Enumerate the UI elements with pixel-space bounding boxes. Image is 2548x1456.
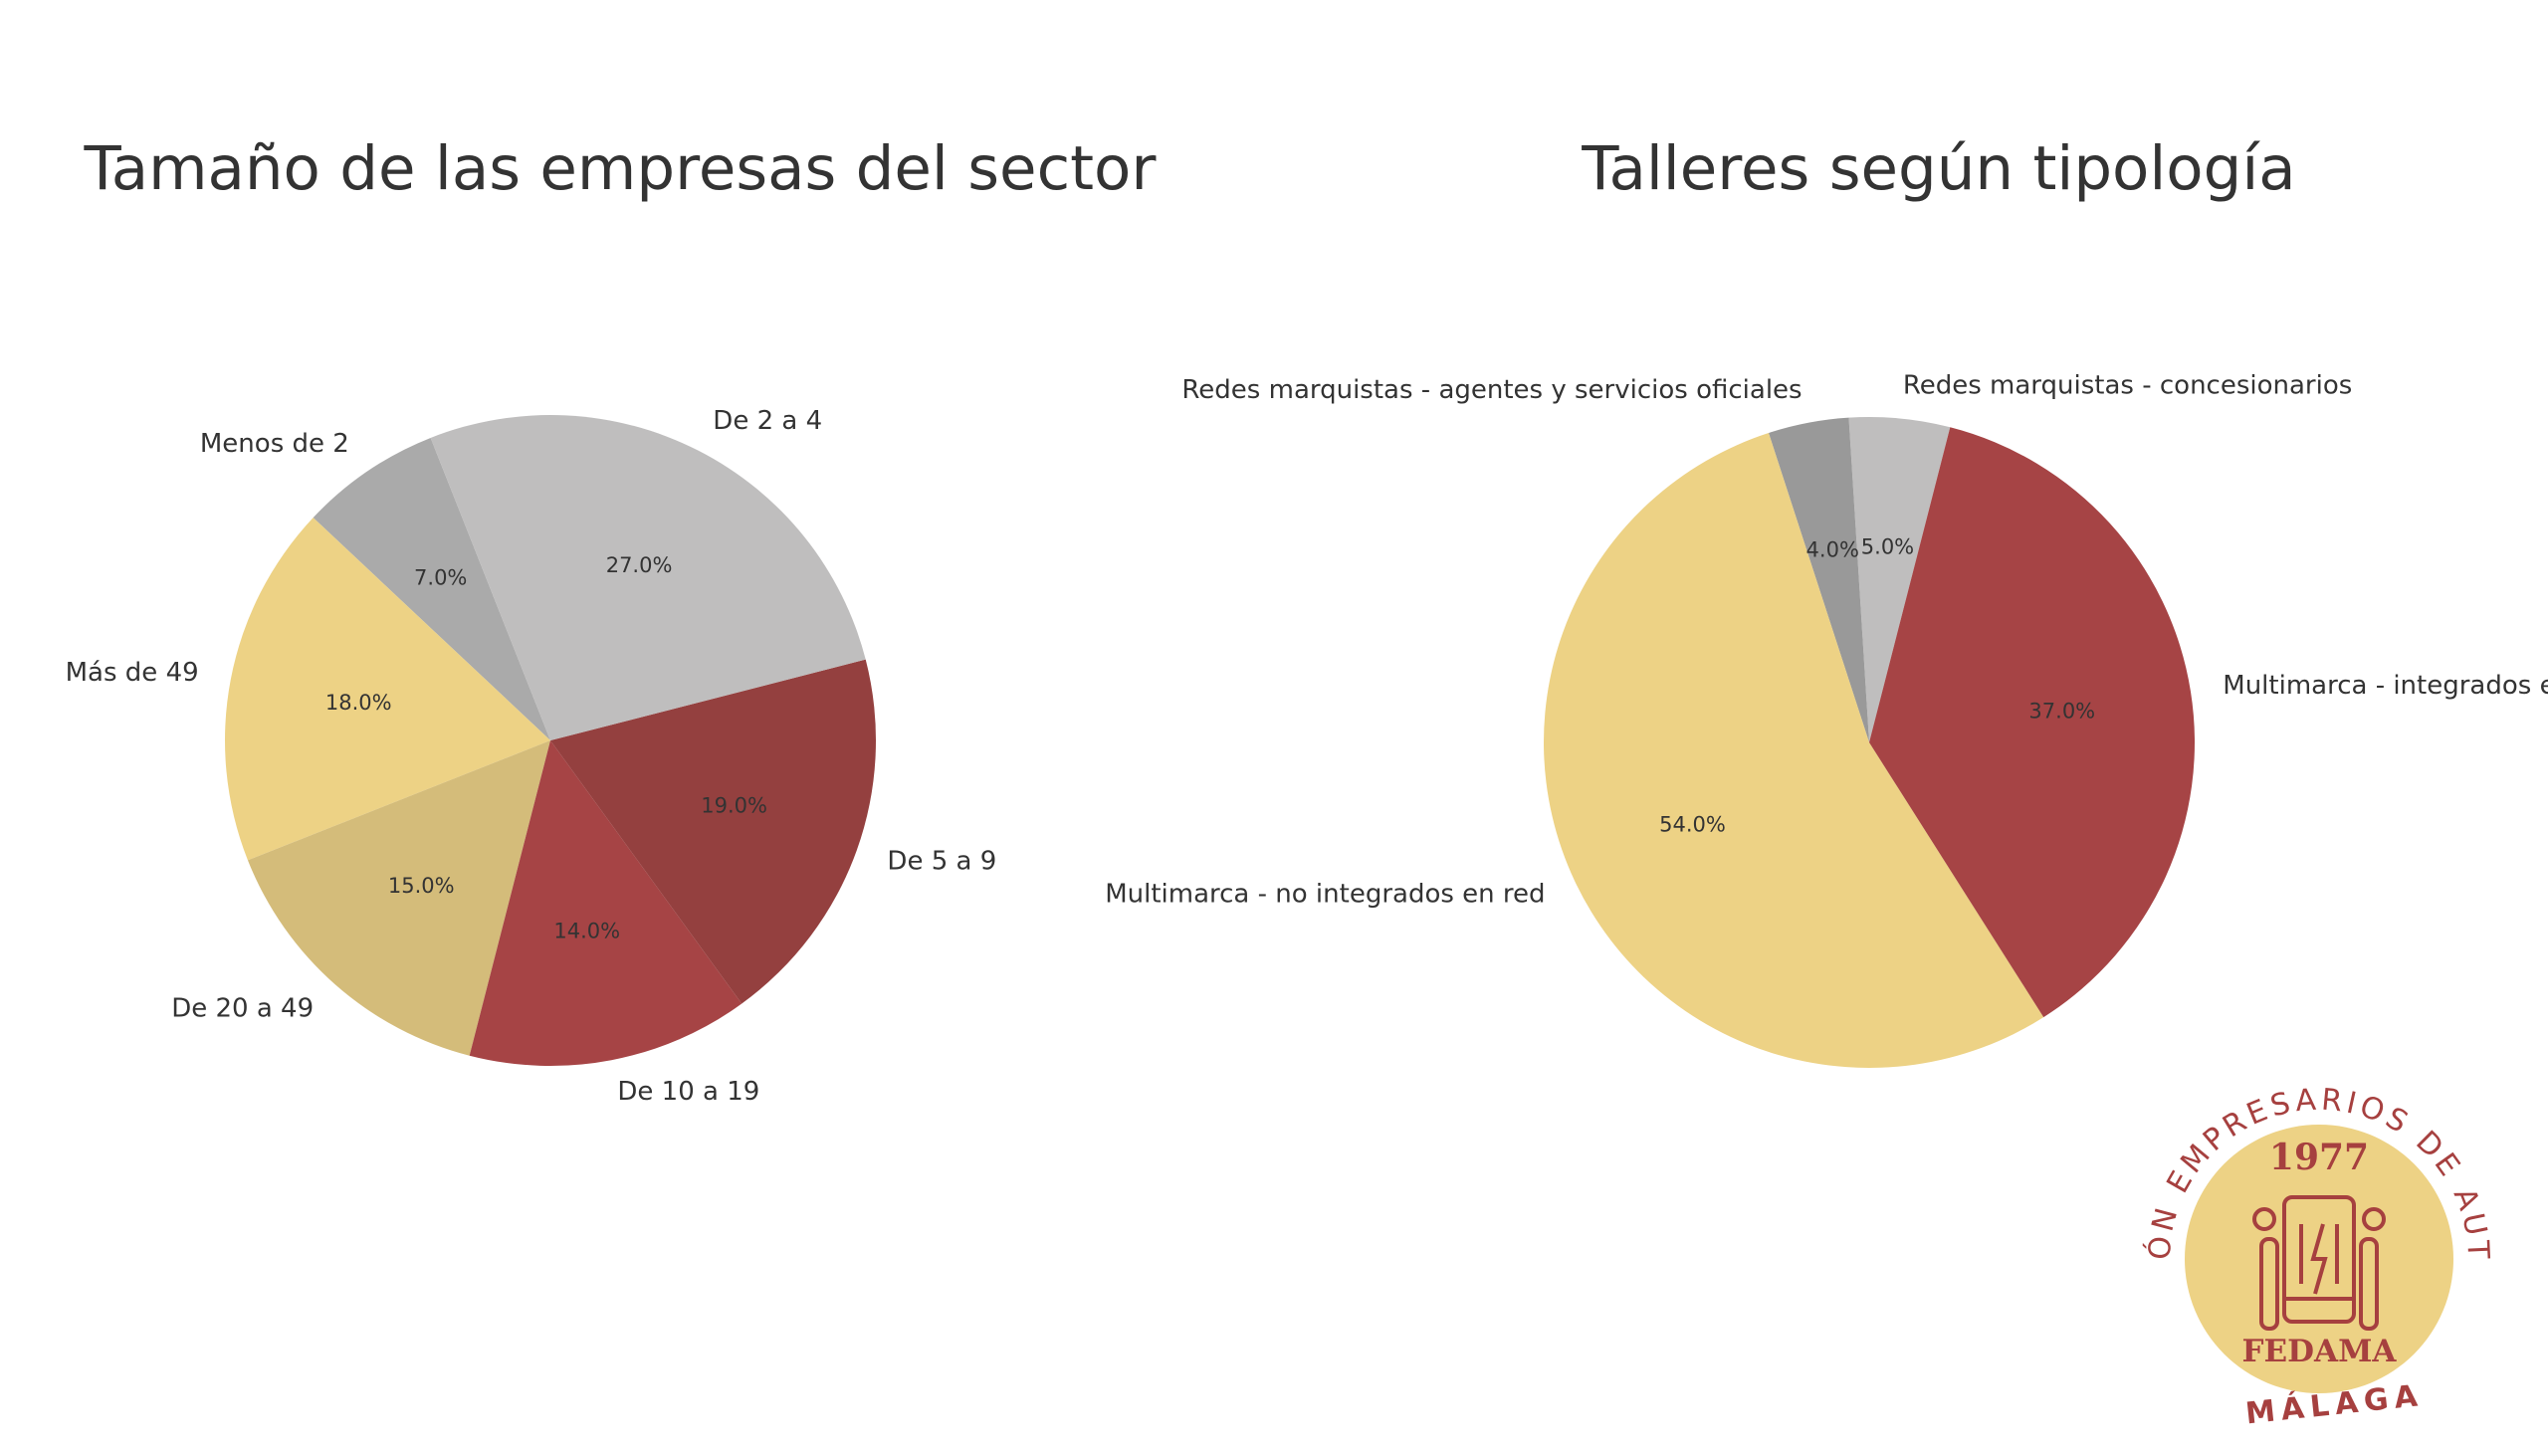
pie-slice-2-4 [1869, 427, 2196, 1018]
slice-percent-label: 18.0% [325, 691, 392, 715]
slice-label: Menos de 2 [200, 429, 349, 459]
slice-percent-label: 14.0% [553, 920, 620, 943]
slice-percent-label: 5.0% [1861, 535, 1914, 559]
pie-slice-1-3 [247, 740, 551, 1056]
car-icon [2252, 1195, 2386, 1331]
pie-labels: Redes marquistas - concesionarios 5.0% Red… [1105, 370, 2548, 909]
slice-percent-label: 4.0% [1806, 537, 1859, 561]
chart-title: Tamaño de las empresas del sector [84, 133, 1158, 204]
slice-percent-label: 37.0% [2028, 699, 2095, 723]
pie-slice-2-1 [1848, 417, 1951, 742]
logo-name: FEDAMA [2242, 1334, 2398, 1369]
pie-slices [1543, 417, 2196, 1068]
slice-percent-label: 15.0% [388, 874, 455, 898]
pie-slice-2-2 [1768, 417, 1869, 742]
slice-label: Multimarca - no integrados en red [1105, 880, 1545, 910]
slice-label: Multimarca - integrados en red [2223, 671, 2548, 701]
pie-slice-1-4 [469, 740, 743, 1066]
pie-slice-2-3 [1543, 433, 2044, 1068]
pie-chart-company-size: Tamaño de las empresas del sector Menos … [66, 133, 1158, 1107]
pie-slice-1-6 [430, 414, 866, 740]
slice-percent-label: 19.0% [701, 793, 767, 817]
pie-slice-1-5 [550, 659, 876, 1004]
chart-title: Talleres según tipología [1581, 133, 2295, 204]
pie-slices [225, 414, 876, 1066]
pie-slice-1-2 [225, 518, 551, 861]
slice-label: De 10 a 19 [617, 1077, 759, 1107]
logo-year: 1977 [2269, 1137, 2369, 1178]
slice-label: Más de 49 [66, 658, 199, 688]
slice-percent-label: 27.0% [606, 553, 673, 577]
slice-percent-label: 54.0% [1659, 813, 1726, 837]
slice-label: Redes marquistas - concesionarios [1903, 370, 2352, 400]
slice-label: De 20 a 49 [171, 993, 314, 1023]
fedama-logo: FEDERACIÓN EMPRESARIOS DE AUTOMOCIÓN 197… [2140, 1083, 2491, 1432]
pie-slice-1-1 [313, 437, 550, 740]
slice-label: Redes marquistas - agentes y servicios o… [1181, 375, 1802, 405]
slice-label: De 2 a 4 [713, 406, 822, 436]
slice-percent-label: 7.0% [414, 566, 467, 590]
pie-labels: Menos de 2 7.0% Más de 49 18.0% De 20 a 49 15… [66, 406, 997, 1107]
pie-chart-workshop-type: Talleres según tipología Redes marquista… [1105, 133, 2548, 1068]
slice-label: De 5 a 9 [887, 846, 996, 876]
